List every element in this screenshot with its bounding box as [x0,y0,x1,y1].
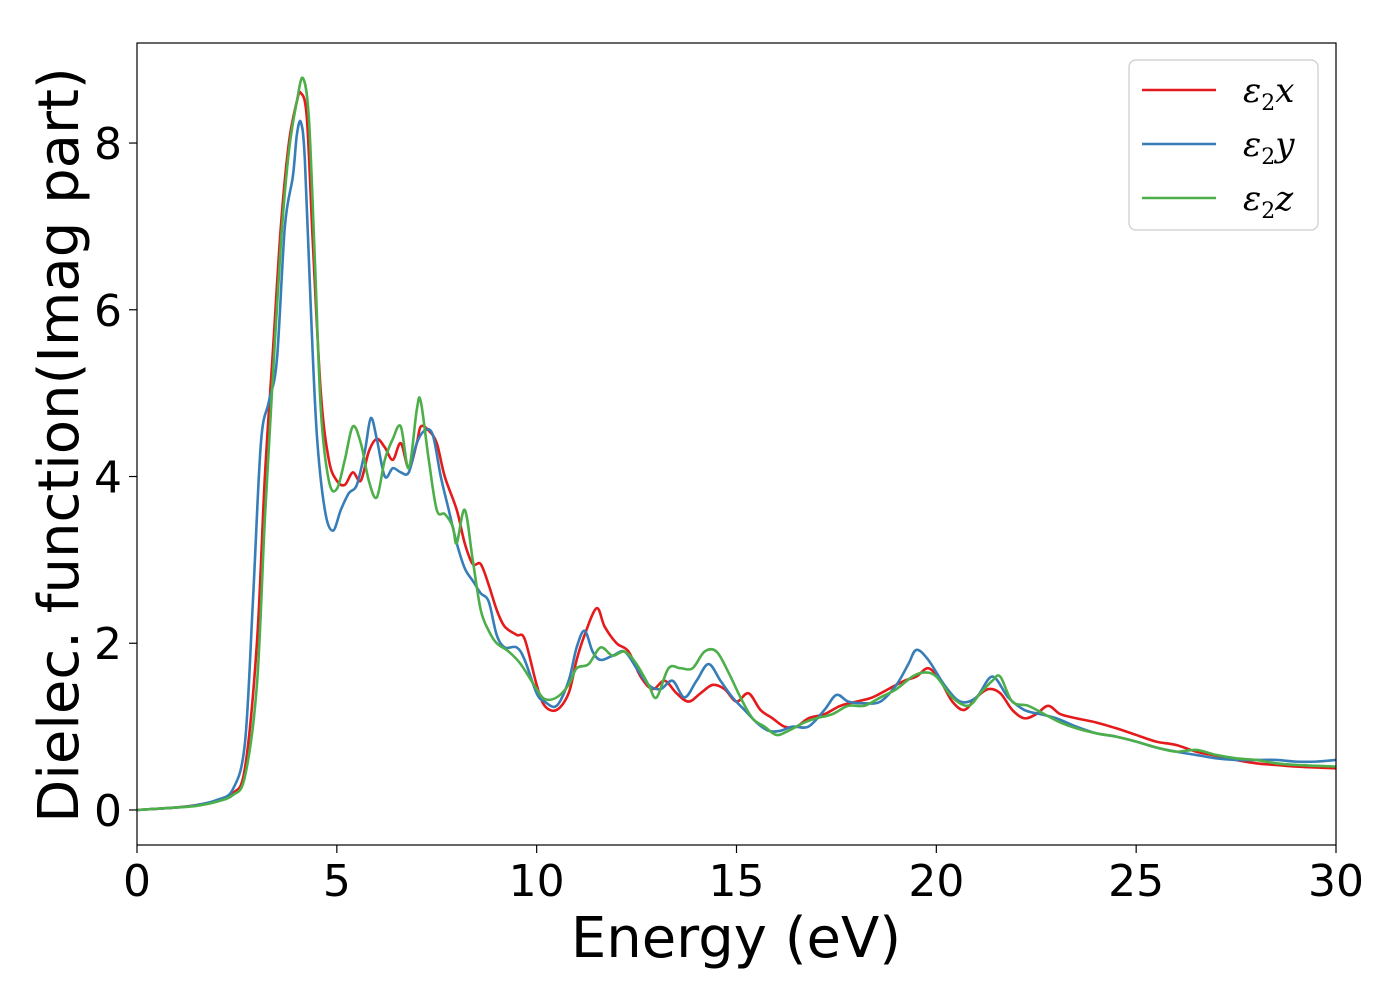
y-axis-title: Dielec. function(Imag part) [27,67,92,823]
x-tick-label: 25 [1108,856,1164,907]
x-tick-label: 20 [908,856,964,907]
x-tick-label: 10 [509,856,565,907]
y-tick-label: 2 [94,619,122,670]
x-tick-label: 15 [709,856,765,907]
x-tick-label: 0 [123,856,151,907]
y-tick-label: 0 [94,786,122,837]
x-tick-label: 30 [1308,856,1364,907]
y-tick-label: 4 [94,453,122,504]
y-tick-label: 8 [94,119,122,170]
x-tick-label: 5 [323,856,351,907]
x-axis-title: Energy (eV) [571,906,901,971]
y-tick-label: 6 [94,286,122,337]
